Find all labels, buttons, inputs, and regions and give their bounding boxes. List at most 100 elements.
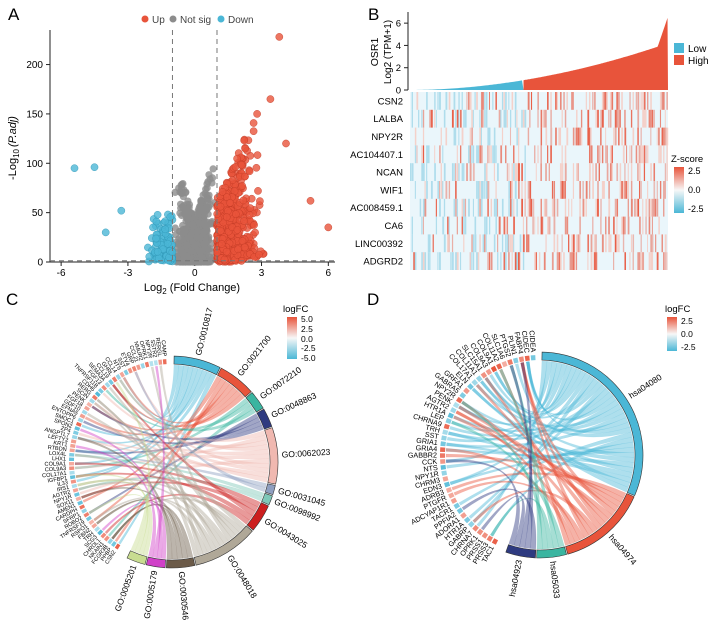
heatmap-cell xyxy=(637,127,639,146)
heatmap-cell xyxy=(492,145,494,164)
chord-ribbon xyxy=(134,371,266,493)
heatmap-cell xyxy=(427,234,430,253)
chord-ribbon xyxy=(96,398,221,549)
volcano-point xyxy=(222,213,231,221)
heatmap-cell xyxy=(479,145,481,164)
group-legend-swatch-low xyxy=(674,43,684,53)
heatmap-cell xyxy=(463,163,465,181)
heatmap-cell xyxy=(508,92,510,110)
heatmap-cell xyxy=(511,252,513,270)
legend-label-notsig: Not sig xyxy=(180,15,211,26)
heatmap-cell xyxy=(421,145,423,164)
heatmap-cell xyxy=(479,127,482,146)
chord-ribbon xyxy=(509,364,533,549)
volcano-point xyxy=(217,240,226,248)
heatmap-cell xyxy=(484,181,486,199)
heatmap-cell xyxy=(414,127,417,146)
volcano-point xyxy=(216,227,225,235)
heatmap-cell xyxy=(630,163,633,181)
heatmap-cell xyxy=(666,252,668,270)
heatmap-cell xyxy=(456,216,458,235)
heatmap-cell xyxy=(495,92,497,110)
heatmap-cell xyxy=(664,109,666,128)
heatmap-cell xyxy=(609,145,612,164)
gene-cell xyxy=(440,459,446,464)
heatmap-cell xyxy=(498,216,501,235)
heatmap-cell xyxy=(613,216,615,235)
heatmap-cell xyxy=(540,109,542,128)
heatmap-cell xyxy=(516,198,518,217)
volcano-point xyxy=(238,237,247,245)
gene-label: IGFBP1 xyxy=(47,476,68,485)
term-arc xyxy=(246,502,269,531)
heatmap-cell xyxy=(439,252,441,270)
expression-heatmap: 0 2 4 6 OSR1 Log2 (TPM+1) Low High CSN2 LALB… xyxy=(350,12,708,270)
heatmap-cell xyxy=(564,198,567,217)
heatmap-cell xyxy=(553,234,556,253)
heatmap-cell xyxy=(414,145,417,164)
heatmap-cell xyxy=(506,216,509,235)
heatmap-cell xyxy=(613,127,615,146)
heatmap-cell xyxy=(664,252,667,270)
volcano-point xyxy=(218,187,227,196)
heatmap-cell xyxy=(645,216,647,235)
gene-cell xyxy=(94,391,101,398)
heatmap-cell xyxy=(582,181,584,199)
zscore-legend-title: Z-score xyxy=(671,154,703,165)
gene-cell xyxy=(69,452,75,457)
heatmap-cell xyxy=(618,109,620,128)
heatmap-cell xyxy=(663,181,665,199)
heatmap-cell xyxy=(545,163,547,181)
heatmap-cell xyxy=(485,92,488,110)
heatmap-cell xyxy=(542,216,544,235)
gene-cell xyxy=(441,470,448,476)
heatmap-cell xyxy=(618,92,620,110)
gene-cell xyxy=(104,381,111,388)
chord-ribbon xyxy=(445,459,520,546)
heatmap-cell xyxy=(472,252,475,270)
volcano-point xyxy=(223,193,231,201)
volcano-point xyxy=(246,204,255,212)
legend-swatch-down xyxy=(217,15,225,23)
heatmap-cell xyxy=(647,145,649,164)
heatmap-cell xyxy=(497,252,499,270)
gene-cell xyxy=(91,394,98,401)
heatmap-cell xyxy=(442,145,444,164)
gene-label: COL9A1 xyxy=(44,461,66,467)
heatmap-cell xyxy=(553,216,556,235)
heatmap-cell xyxy=(461,127,464,146)
term-label: GO:0010817 xyxy=(193,306,215,356)
chord-ribbon xyxy=(79,458,270,495)
chord-ribbon xyxy=(118,373,217,545)
term-label: GO:0062023 xyxy=(281,447,330,460)
gene-cell xyxy=(127,367,133,374)
gene-label: CCL21 xyxy=(128,345,139,363)
gene-cell xyxy=(89,398,96,404)
heatmap-cell xyxy=(609,109,612,128)
group-legend-label-low: Low xyxy=(688,44,707,55)
heatmap-cell xyxy=(527,92,530,110)
heatmap-gene-label: LALBA xyxy=(373,114,403,125)
gene-cell xyxy=(73,492,80,497)
heatmap-cell xyxy=(463,216,465,235)
heatmap-cell xyxy=(593,252,596,270)
heatmap-cell xyxy=(634,198,636,217)
chord-ribbon xyxy=(91,383,234,431)
chord-ribbon xyxy=(461,400,549,550)
chord-ribbon xyxy=(107,405,254,537)
d-legend-tick-0: 2.5 xyxy=(681,316,693,326)
heatmap-cell xyxy=(587,109,590,128)
heatmap-cell xyxy=(603,181,605,199)
heatmap-cell xyxy=(566,92,568,110)
chord-ribbon xyxy=(83,420,264,445)
gene-label: FABP4 xyxy=(512,331,525,355)
volcano-point xyxy=(90,163,99,171)
chord-ribbon xyxy=(119,379,266,442)
heatmap-cell xyxy=(605,234,607,253)
d-legend-tick-2: -2.5 xyxy=(681,342,696,352)
heatmap-cell xyxy=(456,109,459,128)
volcano-point xyxy=(206,175,214,183)
heatmap-cell xyxy=(559,92,562,110)
chord-ribbon xyxy=(75,417,261,455)
gene-label: GRP xyxy=(124,352,134,366)
